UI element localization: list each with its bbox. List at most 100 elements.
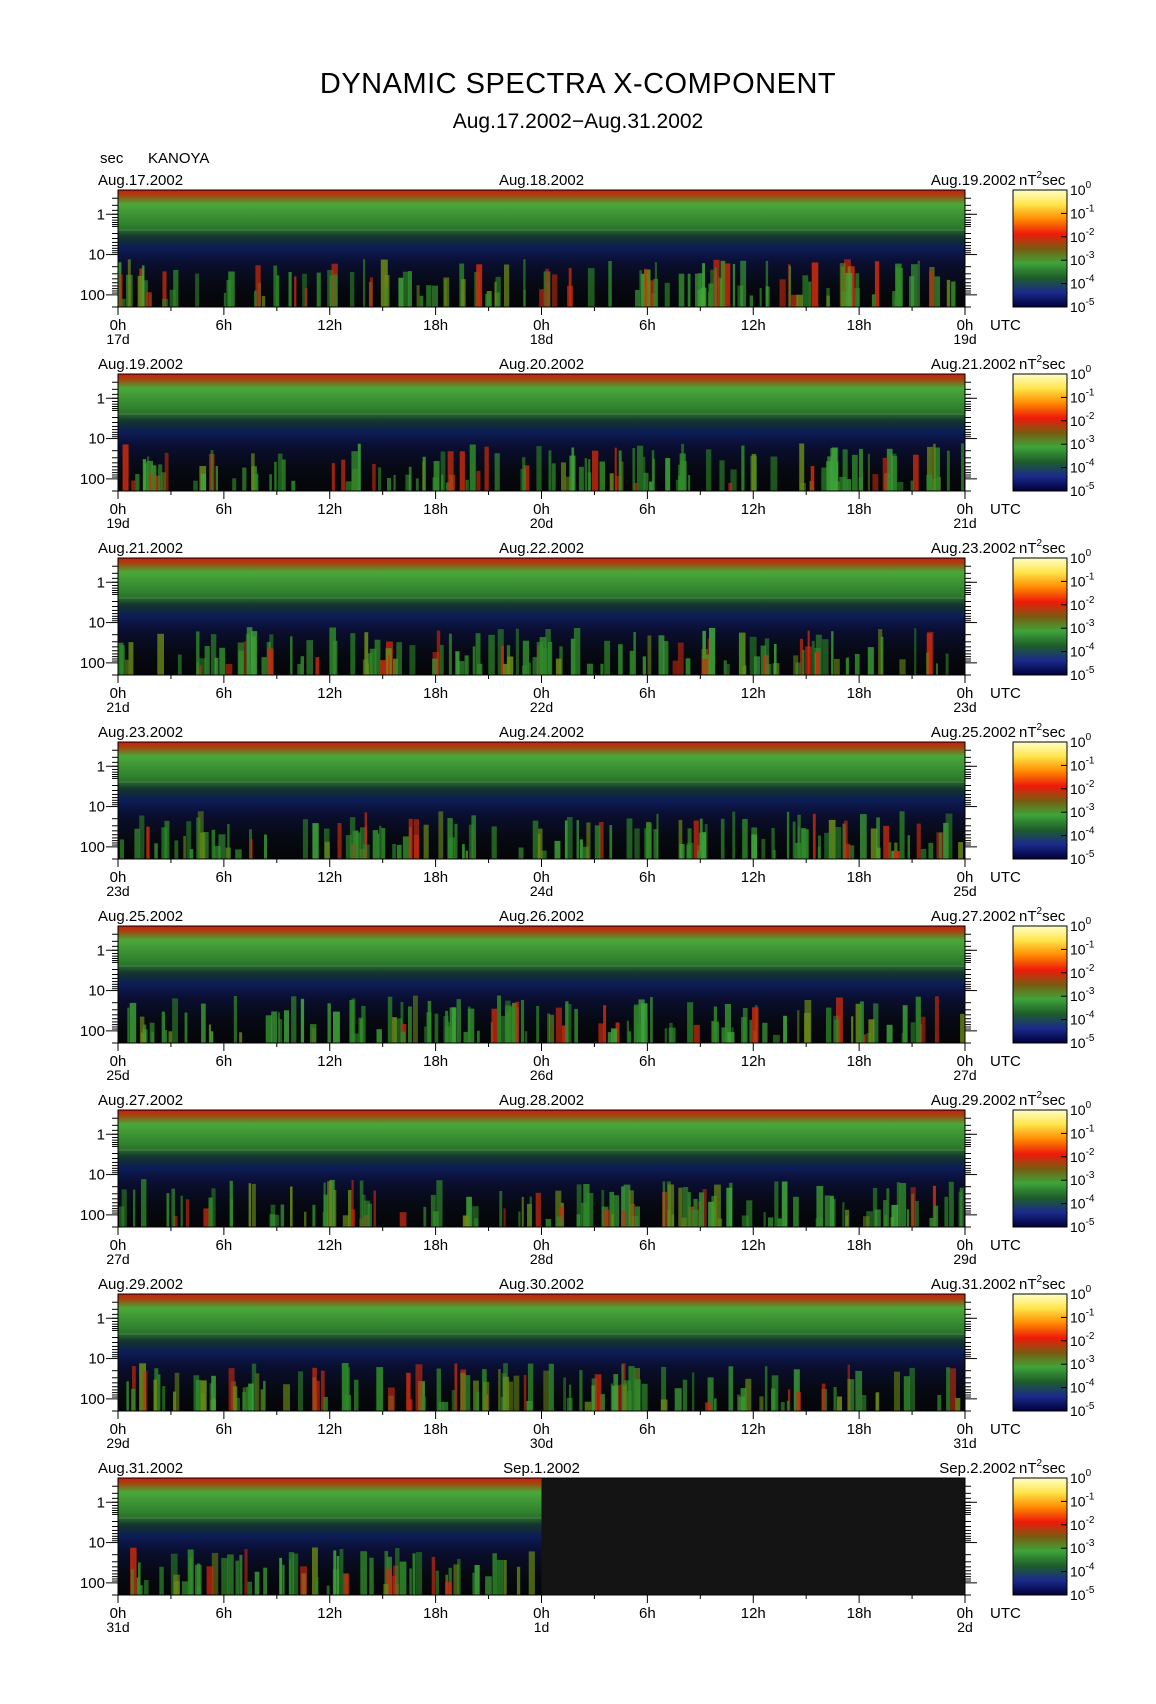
activity-streak [764,1366,768,1411]
colorbar-unit-tail: sec [1042,724,1066,741]
y-tick-label: 1 [97,942,105,959]
x-tick-label: 12h [741,1605,766,1622]
x-day-label: 19d [106,515,129,531]
activity-streak [327,1003,331,1043]
activity-streak [579,1370,583,1411]
x-day-label: 19d [953,331,976,347]
colorbar-exponent: -5 [1086,1585,1095,1596]
activity-streak [302,273,307,307]
activity-streak [914,628,917,675]
activity-streak [242,467,247,491]
activity-streak [454,823,458,859]
activity-streak [180,1195,183,1227]
y-tick-label: 100 [80,655,105,672]
activity-streak [796,294,803,307]
x-tick-label: 18h [423,1237,448,1254]
activity-streak [623,1385,627,1411]
activity-streak [608,261,612,307]
activity-streak [171,1188,176,1227]
activity-streak [408,818,413,859]
colorbar-gradient [1012,1109,1068,1228]
activity-streak [364,812,367,859]
colorbar-label: 10-2 [1070,411,1095,429]
colorbar-exponent: -5 [1086,1401,1095,1412]
activity-streak [143,1370,148,1411]
activity-streak [143,1580,149,1595]
activity-streak [891,1204,899,1227]
activity-streak [831,631,834,675]
y-tick-label: 1 [97,758,105,775]
activity-streak [846,479,852,491]
activity-streak [810,466,815,491]
activity-streak [289,1559,292,1595]
activity-streak [333,1550,337,1595]
activity-streak [316,1380,320,1411]
activity-streak [759,288,762,307]
activity-streak [516,1566,521,1595]
colorbar-label: 10-4 [1070,274,1095,292]
activity-streak [233,1386,238,1411]
activity-streak [886,1188,890,1227]
activity-streak [166,1193,170,1227]
activity-streak [239,1554,243,1595]
activity-streak [586,1192,594,1227]
activity-streak [269,474,272,491]
activity-streak [273,265,278,307]
activity-streak [682,1379,688,1411]
activity-streak [372,464,376,491]
activity-streak [852,454,858,491]
activity-streak [200,1392,205,1411]
activity-streak [468,824,474,859]
activity-streak [248,1183,251,1227]
activity-streak [615,1384,622,1411]
activity-streak [678,819,683,859]
activity-streak [848,845,855,859]
activity-streak [866,1211,873,1227]
activity-streak [793,1196,799,1227]
activity-streak [934,276,940,307]
x-unit-label: UTC [990,1421,1021,1438]
activity-streak [774,644,777,675]
x-tick-label: 12h [317,1237,342,1254]
activity-streak [903,1376,910,1411]
x-tick-label: 0h [533,1421,550,1438]
activity-streak [139,815,145,859]
y-tick-label: 10 [88,431,105,448]
panel-left-date: Aug.17.2002 [98,172,183,189]
panel-mid-date: Aug.28.2002 [499,1092,584,1109]
activity-streak [157,1374,161,1411]
activity-streak [732,263,736,307]
activity-streak [306,640,313,675]
activity-streak [576,820,579,859]
activity-streak [613,1195,620,1227]
activity-streak [332,1190,337,1227]
activity-streak [614,447,617,491]
activity-streak [396,642,402,675]
activity-streak [359,1180,364,1227]
activity-streak [472,1206,479,1227]
activity-streak [845,1209,850,1227]
activity-streak [373,1190,376,1227]
activity-streak [854,654,860,675]
activity-streak [237,642,244,675]
activity-streak [339,1549,344,1595]
colorbar-unit: nT2sec [1019,906,1066,925]
activity-streak [834,827,842,859]
activity-streak [141,1179,147,1227]
colorbar-label: 10-4 [1070,1194,1095,1212]
activity-streak [915,996,921,1043]
activity-streak [300,1566,307,1595]
activity-streak [408,466,412,491]
activity-streak [346,1367,351,1411]
activity-streak [292,1553,299,1595]
activity-streak [555,1190,562,1227]
activity-streak [280,1204,285,1227]
panel-mid-date: Aug.18.2002 [499,172,584,189]
colorbar-unit: nT2sec [1019,170,1066,189]
activity-streak [337,823,342,859]
activity-streak [149,1022,155,1043]
colorbar-label: 10-5 [1070,481,1095,499]
activity-streak [641,1003,648,1043]
activity-streak [218,834,226,859]
